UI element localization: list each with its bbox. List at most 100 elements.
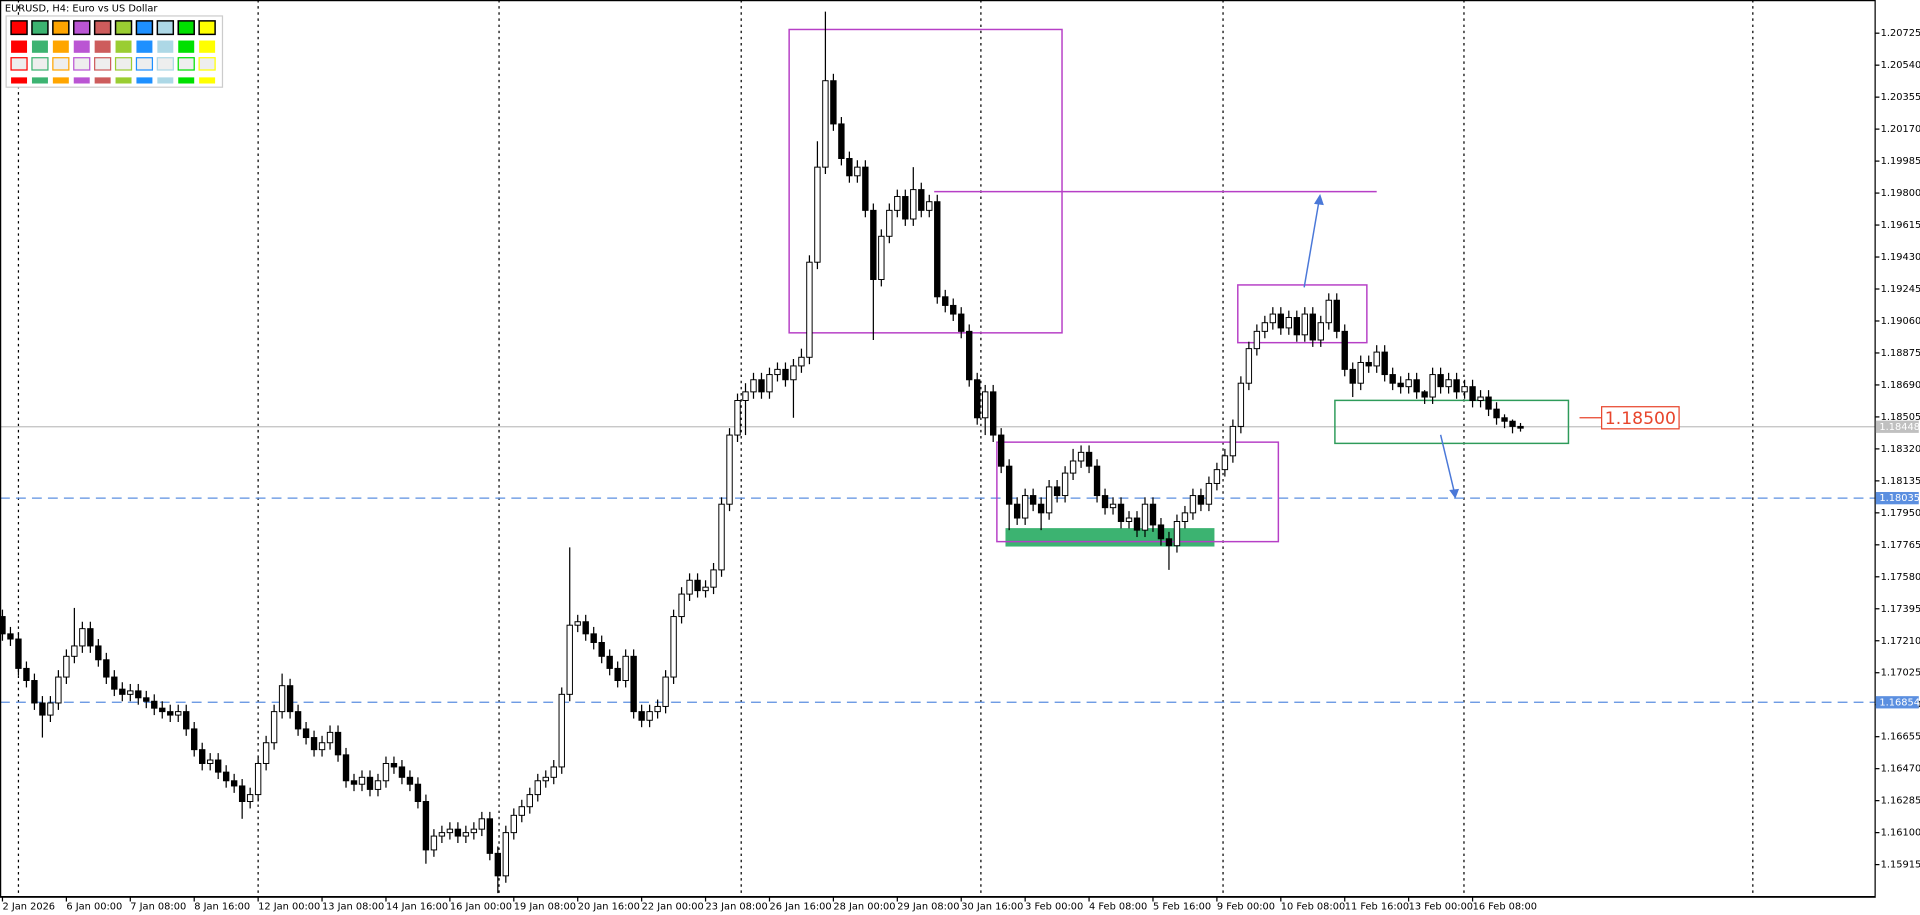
candle-body (806, 261, 813, 358)
x-tick-label: 8 Jan 16:00 (194, 901, 250, 912)
candle-body (550, 766, 557, 778)
x-tick-label: 2 Jan 2026 (2, 901, 55, 912)
candle-body (1285, 317, 1293, 329)
y-tick-label: 1.19800 (1881, 188, 1920, 199)
candle-body (870, 209, 877, 280)
candle-body (854, 166, 861, 177)
candle-body (1005, 465, 1013, 505)
candle-body (159, 707, 166, 713)
candle-body (1517, 425, 1524, 429)
candle-body (1397, 382, 1404, 388)
y-tick-label: 1.17395 (1881, 604, 1920, 615)
candle-body (254, 762, 262, 796)
candle-body (1149, 503, 1157, 526)
candle-body (398, 766, 406, 778)
candle-body (1373, 351, 1380, 367)
candle-body (422, 801, 430, 851)
candle-body (750, 379, 757, 393)
candle-body (1405, 379, 1412, 388)
x-tick-label: 28 Jan 00:00 (833, 901, 895, 912)
candle-body (502, 832, 510, 877)
candle-body (1213, 469, 1221, 484)
y-tick-label: 1.19245 (1881, 284, 1920, 295)
candle-body (47, 702, 54, 716)
color-palette (5, 15, 224, 88)
candle-body (1069, 460, 1077, 474)
swatch (198, 20, 216, 36)
swatch (198, 57, 216, 71)
candle-body (1101, 495, 1109, 509)
candle-body (1477, 396, 1484, 401)
candle-body (1365, 361, 1372, 367)
candle-body (302, 728, 310, 739)
candle-body (39, 702, 46, 716)
candle-body (1189, 495, 1197, 514)
candle-body (1341, 330, 1348, 370)
candle-body (902, 196, 909, 220)
x-tick-label: 20 Jan 16:00 (578, 901, 640, 912)
candle-body (390, 762, 398, 768)
price-tag (1875, 492, 1919, 505)
candle-body (1181, 512, 1189, 522)
swatch (114, 20, 133, 36)
candle-body (183, 711, 190, 730)
candle-body (478, 818, 486, 830)
swatch (73, 77, 90, 84)
candle-body (1141, 503, 1149, 531)
candle-body (167, 711, 174, 716)
x-tick-label: 5 Feb 16:00 (1153, 901, 1211, 912)
candle-body (214, 759, 222, 773)
candle-body (574, 621, 581, 626)
x-tick-label: 14 Jan 16:00 (386, 901, 448, 912)
candle-body (358, 776, 366, 785)
price-tag-label: 1.16854 (1879, 697, 1920, 708)
candle-body (230, 780, 238, 787)
y-tick-label: 1.19430 (1881, 252, 1920, 263)
candle-body (79, 628, 86, 647)
candle-body (1277, 313, 1285, 329)
candle-body (997, 434, 1005, 467)
swatch (11, 77, 28, 84)
y-tick-label: 1.16285 (1881, 796, 1920, 807)
candle-body (0, 616, 6, 635)
x-tick-label: 22 Jan 00:00 (642, 901, 704, 912)
candle-body (1501, 417, 1508, 422)
candle-body (862, 166, 869, 211)
candle-body (694, 579, 701, 592)
candle-body (822, 80, 829, 168)
candle-body (846, 158, 853, 177)
candle-body (630, 655, 637, 713)
swatch (157, 77, 174, 84)
candle-body (350, 780, 358, 785)
candle-body (1173, 520, 1181, 547)
candle-body (438, 832, 446, 837)
x-tick-label: 23 Jan 08:00 (706, 901, 768, 912)
swatch (135, 57, 154, 71)
candle-body (1245, 348, 1253, 384)
swatch (73, 40, 90, 53)
x-tick-label: 10 Feb 08:00 (1281, 901, 1345, 912)
candle-body (294, 711, 302, 730)
candle-body (1093, 465, 1101, 497)
candle-body (534, 780, 541, 796)
x-tick-label: 12 Jan 00:00 (258, 901, 320, 912)
candle-body (278, 685, 286, 713)
candle-body (95, 645, 102, 661)
candle-body (558, 693, 565, 768)
candle-body (1013, 503, 1021, 519)
swatch (52, 40, 69, 53)
x-tick-label: 3 Feb 00:00 (1025, 901, 1083, 912)
y-tick-label: 1.18320 (1881, 444, 1920, 455)
candle-body (798, 356, 805, 367)
chart-title: EURUSD, H4: Euro vs US Dollar (5, 4, 158, 15)
price-tag (1875, 420, 1919, 433)
note-box (1601, 406, 1680, 430)
swatch (31, 20, 49, 36)
y-tick-label: 1.18135 (1881, 476, 1920, 487)
candles (0, 11, 1524, 894)
swatch (94, 57, 112, 71)
zone-box (1237, 284, 1368, 344)
y-tick-label: 1.18690 (1881, 380, 1920, 391)
candle-body (614, 667, 621, 682)
